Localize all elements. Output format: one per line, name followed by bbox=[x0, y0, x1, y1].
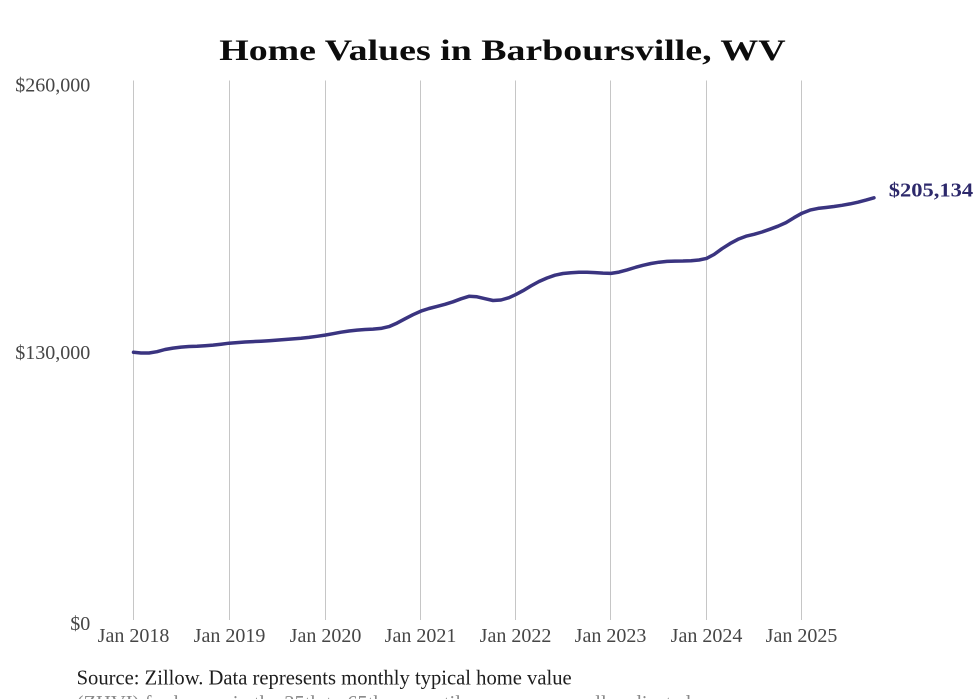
svg-text:Jan 2024: Jan 2024 bbox=[671, 625, 743, 647]
svg-text:$0: $0 bbox=[70, 613, 90, 635]
svg-text:$130,000: $130,000 bbox=[15, 342, 90, 364]
svg-text:Jan 2022: Jan 2022 bbox=[480, 625, 552, 647]
svg-text:Jan 2018: Jan 2018 bbox=[98, 625, 170, 647]
svg-text:Jan 2020: Jan 2020 bbox=[290, 625, 362, 647]
svg-text:Source: Zillow. Data represent: Source: Zillow. Data represents monthly … bbox=[77, 668, 572, 690]
svg-text:Jan 2025: Jan 2025 bbox=[766, 625, 838, 647]
svg-text:Home Values in Barboursville,: Home Values in Barboursville, WV bbox=[219, 34, 786, 66]
svg-text:Jan 2021: Jan 2021 bbox=[385, 625, 457, 647]
svg-text:Jan 2023: Jan 2023 bbox=[575, 625, 647, 647]
svg-text:(ZHVI) for homes in the 35th t: (ZHVI) for homes in the 35th to 65th per… bbox=[77, 693, 692, 699]
svg-text:Jan 2019: Jan 2019 bbox=[194, 625, 266, 647]
svg-text:$260,000: $260,000 bbox=[15, 75, 90, 97]
svg-text:$205,134: $205,134 bbox=[889, 179, 974, 202]
